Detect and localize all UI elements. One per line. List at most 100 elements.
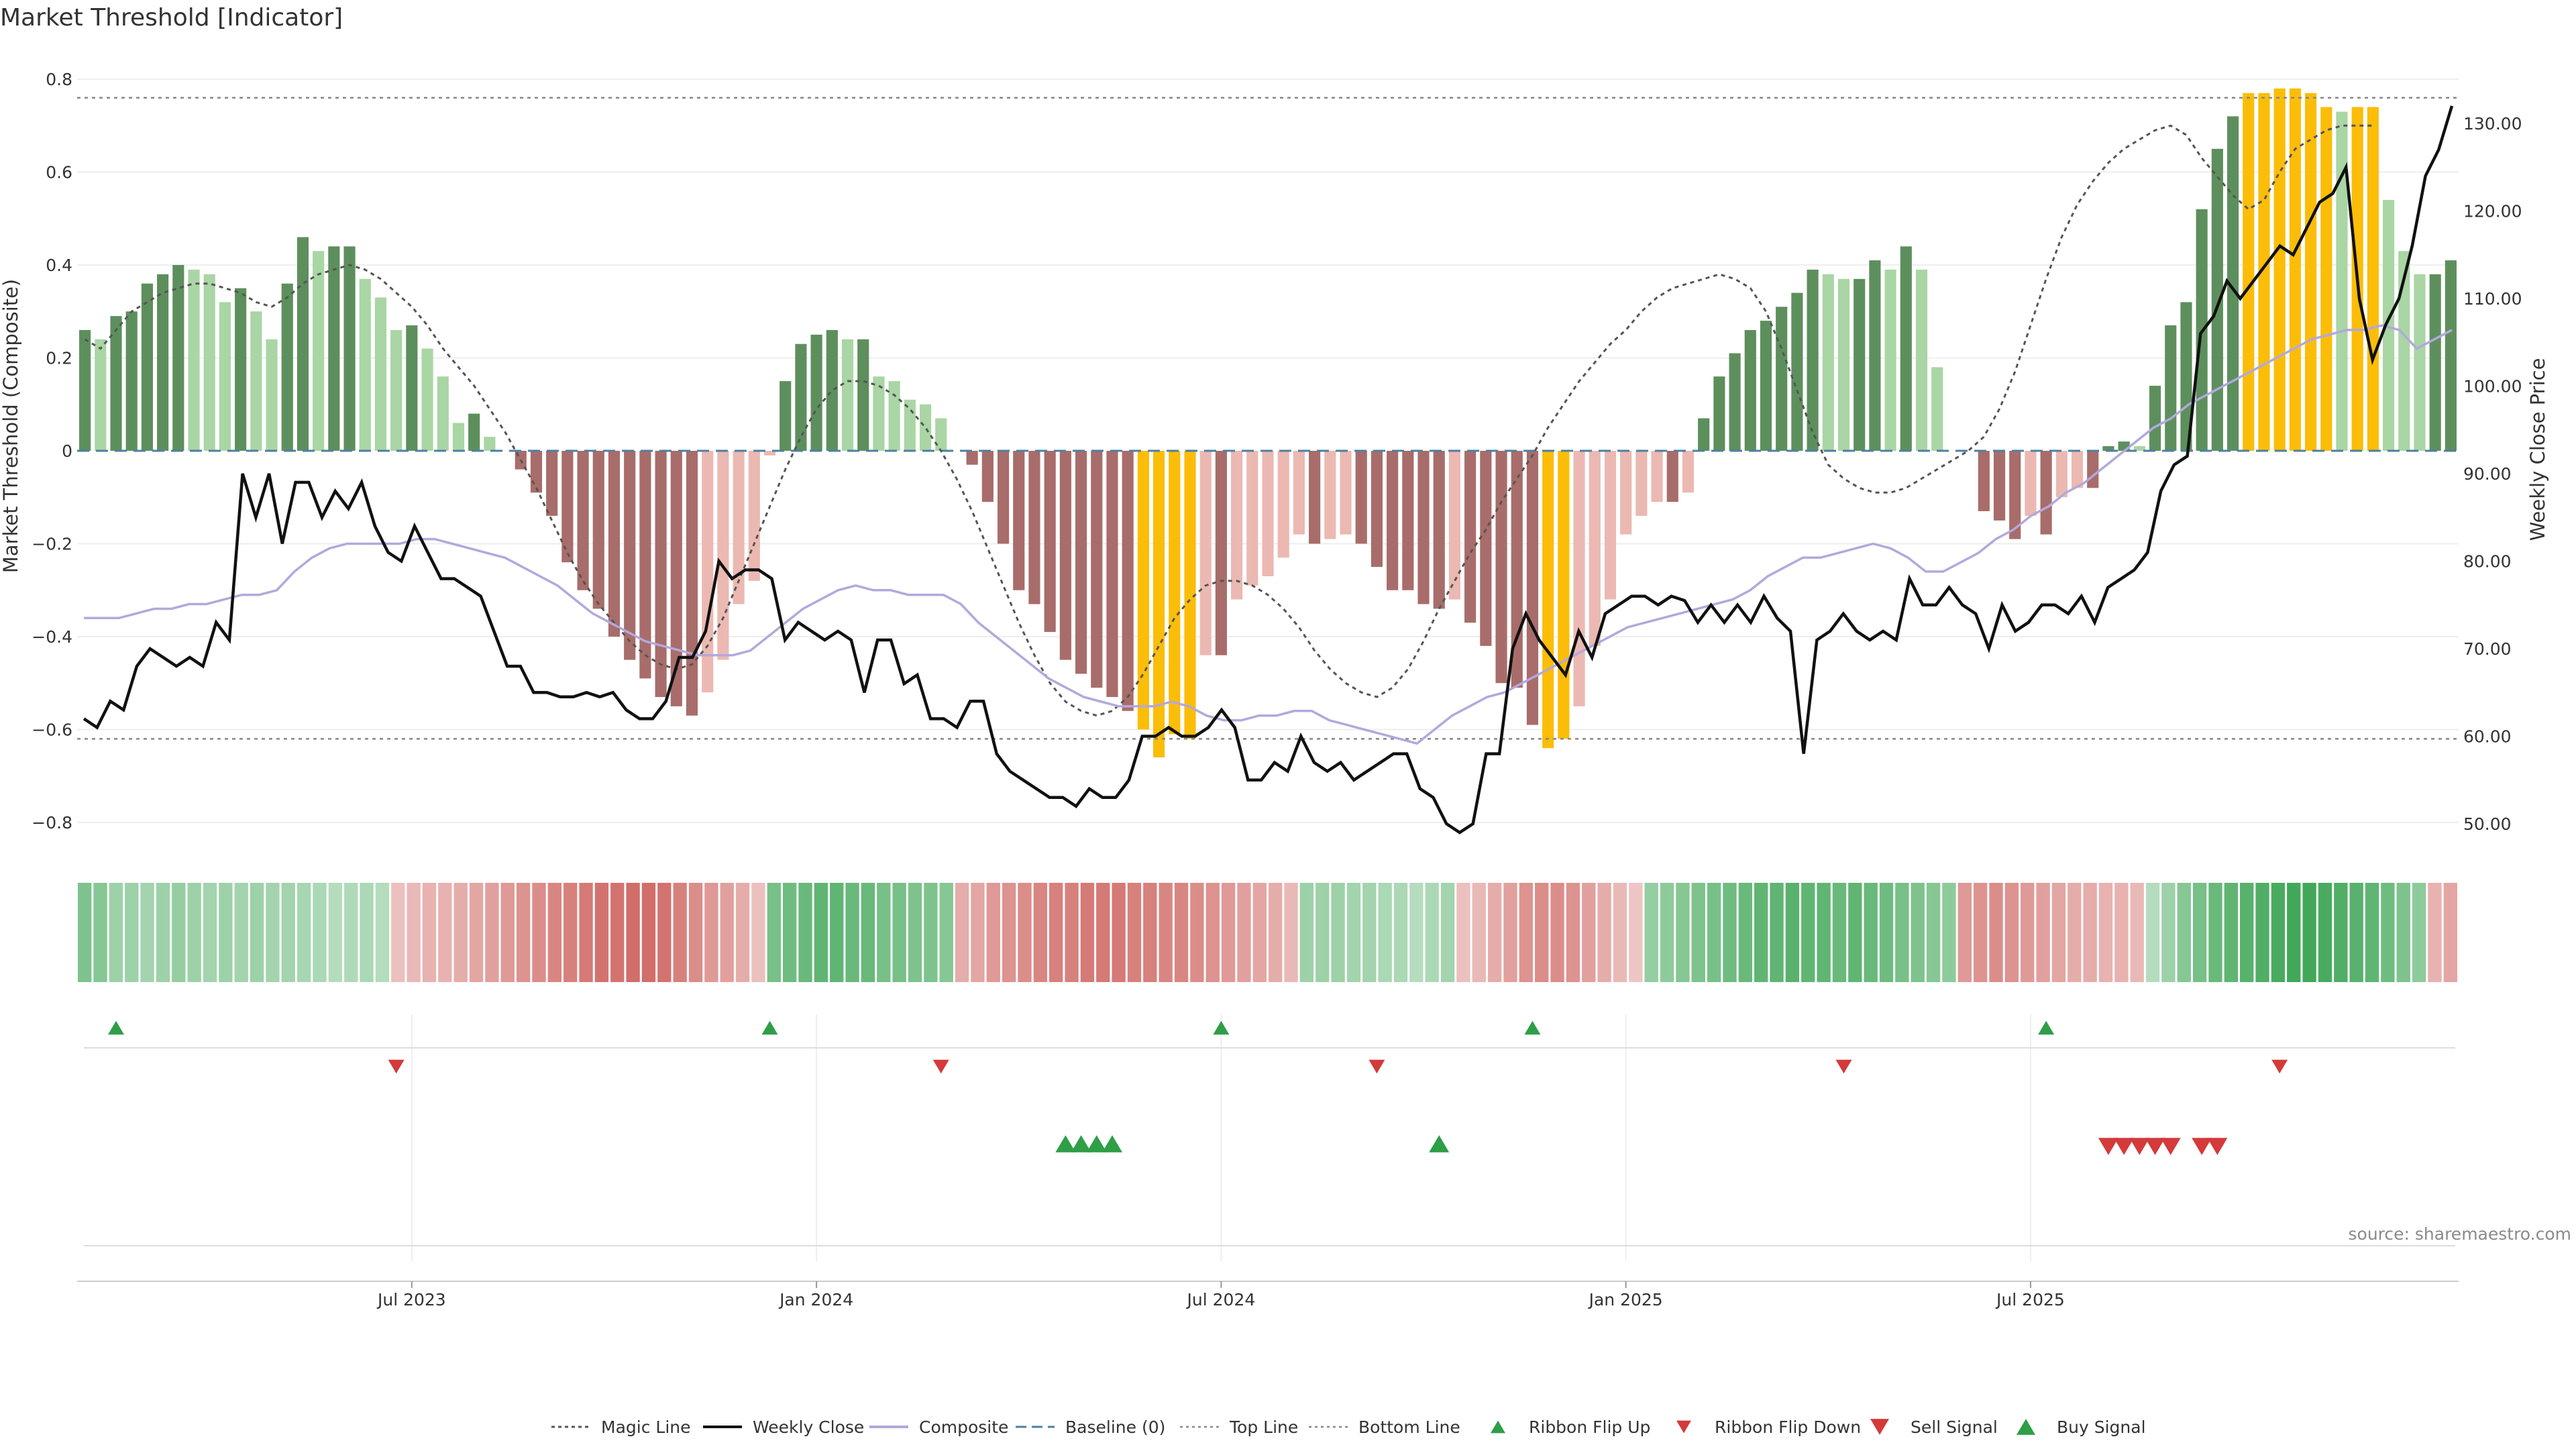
ribbon-cell (1864, 883, 1878, 982)
composite-bar (530, 451, 543, 493)
ribbon-flip-down-marker (1368, 1059, 1385, 1074)
ribbon-cell (1597, 883, 1611, 982)
chart-lines (77, 97, 2459, 835)
ribbon-cell (485, 883, 499, 982)
composite-bar (1355, 451, 1367, 544)
ribbon-cell (1754, 883, 1768, 982)
ribbon-cell (2287, 883, 2301, 982)
composite-bar (1666, 451, 1678, 502)
ribbon-cell (1299, 883, 1314, 982)
composite-bar (157, 274, 169, 451)
sell-signal-marker (2145, 1138, 2165, 1155)
sell-signal-marker (2114, 1138, 2135, 1155)
triangle-up-icon (2017, 1419, 2035, 1435)
composite-bar (1698, 418, 1710, 451)
ribbon-cell (281, 883, 295, 982)
ribbon-cell (422, 883, 437, 982)
ribbon-cell (971, 883, 985, 982)
ribbon-cell (814, 883, 828, 982)
y-tick-label: 0.6 (46, 163, 72, 182)
composite-bar (2398, 251, 2410, 451)
ribbon-cell (610, 883, 625, 982)
legend-item: Ribbon Flip Down (1676, 1417, 1861, 1437)
composite-bar (1713, 376, 1725, 451)
composite-bar (1884, 269, 1896, 451)
ribbon-cell (297, 883, 311, 982)
composite-bar (1837, 278, 1850, 451)
composite-bar (141, 283, 153, 451)
composite-bar (655, 451, 667, 698)
composite-bar (857, 339, 869, 451)
left-y-axis: −0.8 −0.6 −0.4 −0.2 0 0.2 0.4 0.6 0.8 (32, 70, 72, 833)
composite-bar (250, 311, 262, 451)
composite-bar (1152, 451, 1165, 758)
ribbon-cell (1018, 883, 1032, 982)
y-tick-label: −0.6 (32, 720, 72, 740)
composite-bar (1417, 451, 1430, 604)
ribbon-cell (2098, 883, 2113, 982)
ribbon-cell (908, 883, 922, 982)
ribbon-cell (172, 883, 186, 982)
buy-signal-marker (1055, 1135, 1076, 1152)
composite-bar (1137, 451, 1149, 730)
source-note: source: sharemaestro.com (2349, 1224, 2572, 1244)
composite-bar (2071, 451, 2084, 488)
ribbon-cell (1535, 883, 1549, 982)
ribbon-flip-down-marker (388, 1059, 405, 1074)
composite-bar (2289, 88, 2301, 451)
ribbon-cell (1346, 883, 1361, 982)
composite-bar (639, 451, 651, 679)
composite-bar (1371, 451, 1383, 568)
legend-item: Weekly Close (703, 1417, 864, 1437)
composite-bar (95, 339, 107, 451)
composite-bar (2445, 260, 2457, 451)
composite-bar (2367, 107, 2379, 451)
composite-bar (1122, 451, 1134, 711)
ribbon-cell (1237, 883, 1251, 982)
triangle-down-icon (1676, 1420, 1691, 1434)
sell-signal-marker (2160, 1138, 2181, 1155)
right-y-axis: 50.00 60.00 70.00 80.00 90.00 100.00 110.00 120… (2463, 114, 2522, 834)
ribbon-cell (1848, 883, 1862, 982)
ribbon-cell (877, 883, 891, 982)
ribbon-cell (1205, 883, 1220, 982)
y-tick-label: 0.8 (46, 70, 72, 89)
composite-bar (1387, 451, 1399, 590)
ribbon-cell (1252, 883, 1267, 982)
y2-tick-label: 70.00 (2463, 639, 2512, 659)
ribbon-cell (532, 883, 546, 982)
composite-bar (608, 451, 621, 637)
composite-bar (266, 339, 278, 451)
y-tick-label: 0.2 (46, 349, 72, 368)
composite-bar (421, 348, 433, 451)
composite-bar (2087, 451, 2099, 488)
y-tick-label: 0.4 (46, 256, 72, 275)
ribbon-cell (673, 883, 687, 982)
ribbon-flip-down-marker (2271, 1059, 2288, 1074)
composite-bar (219, 302, 231, 451)
legend-item: Composite (869, 1417, 1008, 1437)
y2-tick-label: 50.00 (2463, 814, 2512, 834)
ribbon-cell (2224, 883, 2239, 982)
ribbon-cell (2240, 883, 2254, 982)
composite-bar (1620, 451, 1632, 535)
composite-bar (873, 376, 885, 451)
composite-bar (468, 413, 480, 451)
x-tick-label: Jan 2025 (1588, 1290, 1663, 1309)
composite-bar (1433, 451, 1445, 609)
composite-bar (2320, 107, 2332, 451)
composite-bar (1651, 451, 1663, 502)
composite-bar (1791, 292, 1803, 451)
y2-tick-label: 80.00 (2463, 552, 2512, 572)
ribbon-cell (1143, 883, 1157, 982)
ribbon-cell (360, 883, 374, 982)
composite-bar (2273, 88, 2286, 451)
ribbon-cell (798, 883, 812, 982)
composite-bar (2149, 386, 2161, 451)
composite-bar (717, 451, 729, 660)
weekly-close-line (83, 105, 2454, 835)
buy-signal-marker (1086, 1135, 1107, 1152)
ribbon-cell (2004, 883, 2019, 982)
composite-bar (1184, 451, 1196, 739)
